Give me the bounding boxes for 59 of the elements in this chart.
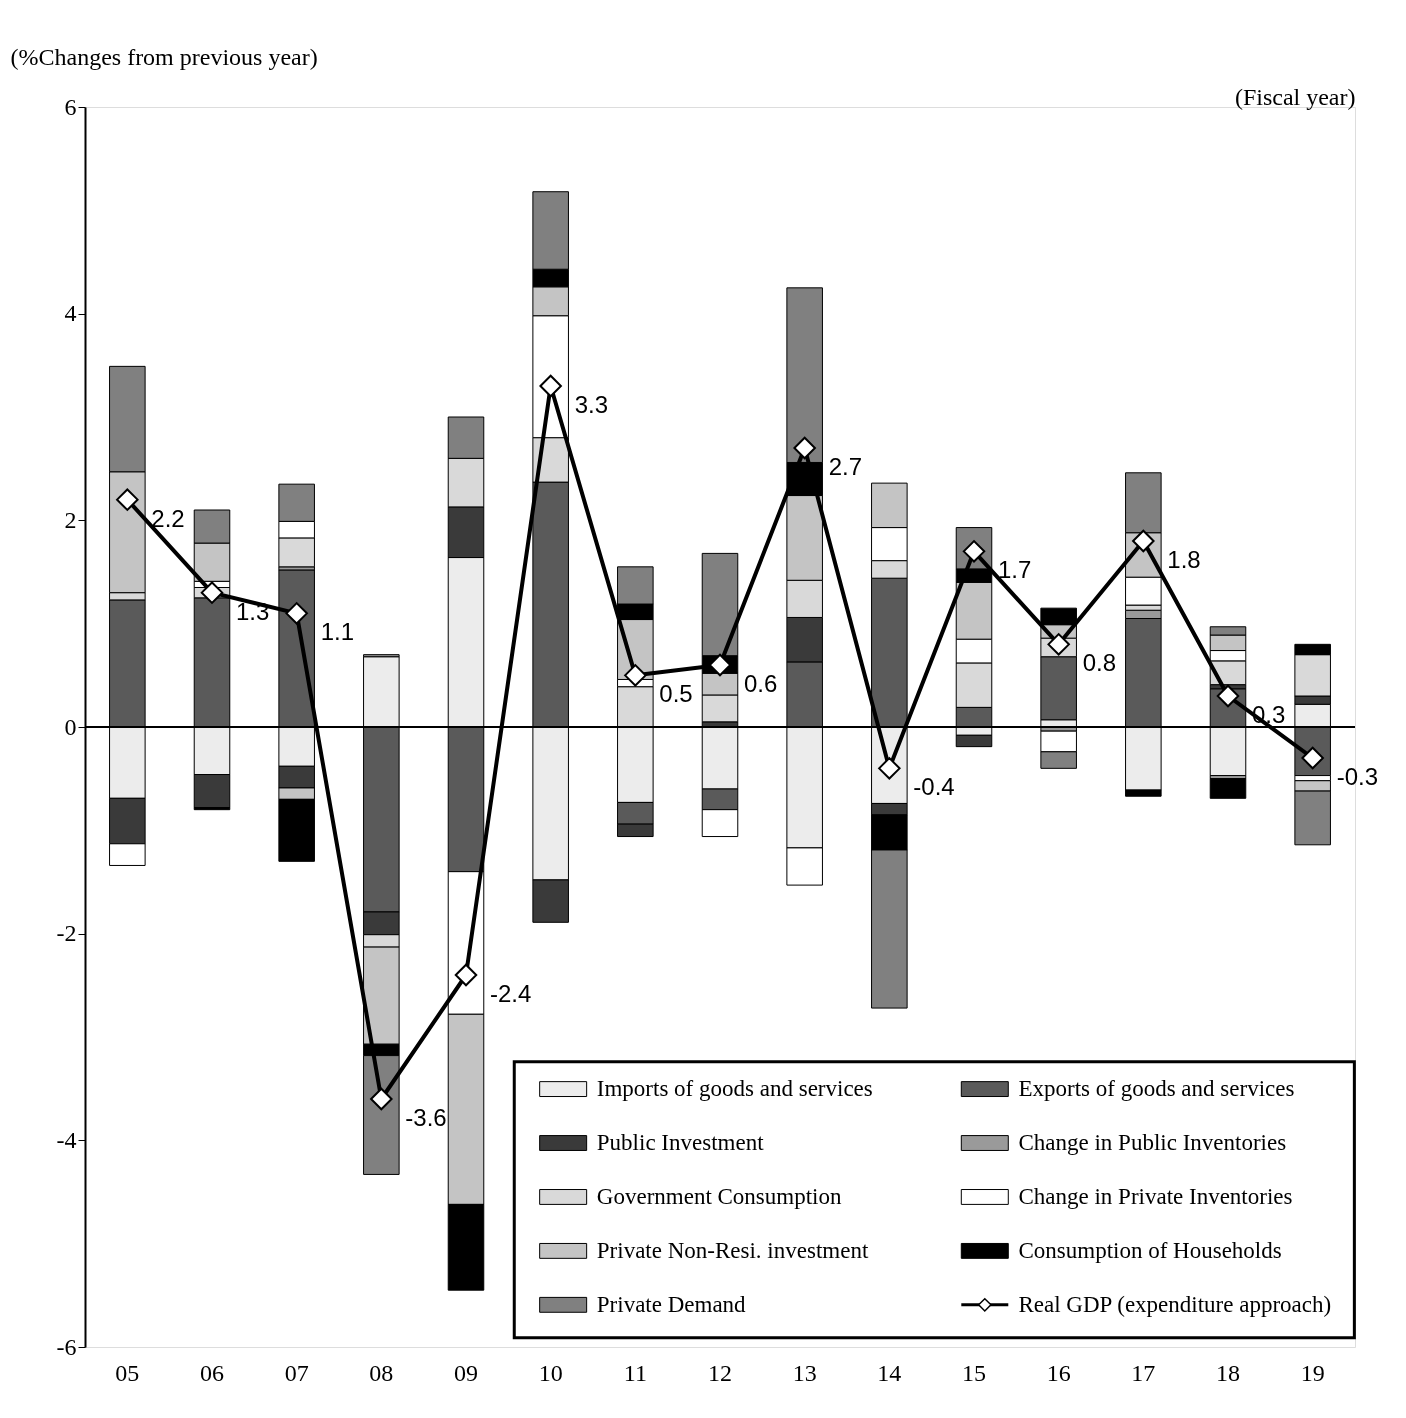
legend-label: Government Consumption: [596, 1183, 842, 1209]
x-tick-label: 18: [1216, 1359, 1240, 1386]
x-tick-label: 16: [1046, 1359, 1071, 1386]
bar: [1209, 778, 1247, 799]
point: [116, 488, 139, 511]
x-tick-label: 06: [200, 1359, 224, 1386]
point: [708, 653, 732, 677]
point: [539, 374, 562, 398]
point: [624, 664, 647, 687]
data-label: 3.3: [574, 391, 609, 418]
y-tick-label: 2: [64, 506, 77, 533]
y-axis-title: (%Changes from previous year): [10, 43, 318, 70]
data-label: 2.2: [151, 504, 185, 532]
y-tick-label: -6: [56, 1333, 77, 1360]
x-tick-label: 05: [115, 1359, 140, 1386]
x-tick-label: 15: [962, 1359, 986, 1386]
x-tick-label: 11: [623, 1359, 647, 1386]
data-label: 1.7: [998, 556, 1032, 584]
y-tick-label: 4: [64, 300, 77, 327]
x-tick-label: 13: [792, 1359, 817, 1386]
data-label: -0.3: [1336, 763, 1379, 790]
legend-label: Imports of goods and services: [596, 1076, 873, 1102]
data-label: 0.8: [1082, 649, 1117, 677]
data-label: 0.6: [744, 670, 778, 697]
point: [285, 602, 308, 625]
legend-label: Consumption of Households: [1018, 1237, 1282, 1263]
x-tick-label: 17: [1131, 1359, 1156, 1386]
legend-label: Private Non-Resi. investment: [596, 1237, 869, 1263]
legend-label: Private Demand: [596, 1291, 747, 1317]
point: [1047, 633, 1070, 656]
x-tick-label: 09: [454, 1359, 478, 1386]
y-tick-label: -4: [56, 1126, 77, 1153]
point: [370, 1087, 393, 1111]
point: [1132, 529, 1155, 553]
data-label: -3.6: [405, 1104, 447, 1131]
x-tick-label: 08: [369, 1359, 394, 1386]
y-tick-label: 0: [64, 713, 77, 740]
legend-label: Change in Private Inventories: [1018, 1183, 1293, 1209]
y-tick-label: -2: [56, 920, 77, 947]
x-tick-label: 12: [708, 1359, 732, 1386]
x-tick-label: 07: [284, 1359, 309, 1386]
data-label: 0.5: [659, 680, 693, 708]
x-axis-title: (Fiscal year): [1234, 83, 1356, 110]
data-label: -0.4: [913, 773, 955, 801]
data-label: 2.7: [828, 453, 863, 480]
data-label: -2.4: [490, 980, 532, 1007]
point: [793, 436, 816, 460]
x-tick-label: 19: [1300, 1359, 1325, 1386]
data-label: 1.8: [1167, 546, 1201, 573]
data-label: 1.1: [320, 618, 355, 646]
point: [200, 581, 224, 604]
legend-label: Public Investment: [596, 1130, 765, 1156]
x-tick-label: 10: [538, 1359, 563, 1386]
y-tick-label: 6: [64, 93, 77, 120]
legend-label: Real GDP (expenditure approach): [1018, 1291, 1332, 1317]
point: [454, 963, 478, 987]
legend-label: Exports of goods and services: [1018, 1076, 1295, 1102]
x-tick-label: 14: [877, 1359, 902, 1386]
legend-label: Change in Public Inventories: [1018, 1130, 1287, 1156]
